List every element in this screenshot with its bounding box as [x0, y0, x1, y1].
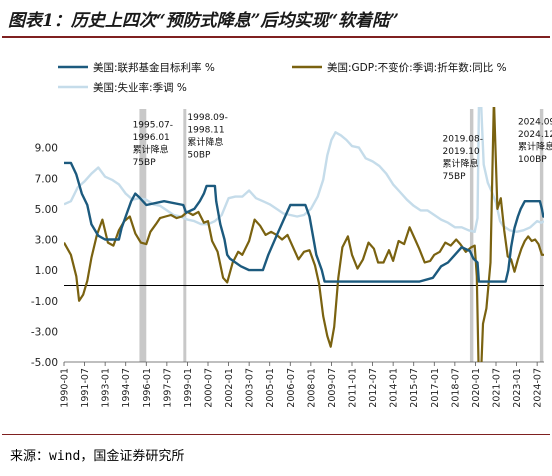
annotation-2-line-2: 1998.11	[187, 126, 224, 136]
annotation-1-line-1: 1995.07-	[133, 121, 173, 131]
figure-title: 图表1：历史上四次“预防式降息”后均实现“软着陆”	[8, 11, 399, 31]
x-tick-label-3: 1993-01	[101, 368, 112, 408]
x-tick-label-1: 1990-01	[60, 368, 71, 408]
shaded-period-1	[139, 109, 147, 362]
chart-legend: 美国:联邦基金目标利率 % 美国:GDP:不变价:季调:折年数:同比 % 美国:失业…	[58, 61, 507, 94]
source-prefix: 来源：	[10, 449, 50, 464]
annotation-2: 1998.09- 1998.11 累计降息 50BP	[187, 113, 227, 161]
x-tick-label-11: 2005-01	[265, 368, 276, 408]
shaded-period-4	[539, 109, 544, 362]
series-line-fed	[64, 161, 544, 283]
annotation-2-line-4: 50BP	[187, 151, 211, 161]
plot-area: 9.00 7.00 5.00 3.00 1.00 -1.00 -3.00 -5.001990-…	[31, 107, 552, 408]
x-tick-label-10: 2003-07	[245, 368, 256, 408]
shaded-period-3	[469, 109, 474, 362]
annotation-4-line-2: 2024.12	[518, 130, 552, 140]
source-rule	[2, 434, 550, 435]
x-tick-label-22: 2021-07	[492, 368, 503, 408]
x-tick-label-19: 2017-01	[430, 368, 441, 408]
annotation-3-line-2: 2019.10	[443, 147, 480, 157]
y-tick-label-1: 9.00	[35, 143, 58, 155]
legend-label-unemp: 美国:失业率:季调 %	[93, 81, 187, 94]
annotation-1-line-2: 1996.01	[133, 133, 170, 143]
x-tick-label-12: 2006-07	[286, 368, 297, 408]
annotation-4-line-4: 100BP	[518, 155, 547, 165]
y-tick-label-5: 1.00	[35, 265, 58, 277]
x-tick-label-17: 2014-01	[389, 368, 400, 408]
annotation-1: 1995.07- 1996.01 累计降息 75BP	[133, 121, 173, 169]
annotation-3-line-3: 累计降息	[443, 158, 479, 170]
x-tick-label-21: 2020-01	[471, 368, 482, 408]
y-tick-label-2: 7.00	[35, 173, 58, 185]
x-tick-label-16: 2012-07	[368, 368, 379, 408]
x-tick-label-23: 2023-01	[512, 368, 523, 408]
x-tick-label-13: 2008-01	[306, 368, 317, 408]
x-tick-label-2: 1991-07	[80, 368, 91, 408]
x-tick-label-6: 1997-07	[162, 368, 173, 408]
annotation-4-line-1: 2024.09-	[518, 118, 552, 128]
annotation-2-line-3: 累计降息	[187, 136, 223, 148]
annotation-1-line-3: 累计降息	[133, 144, 169, 156]
annotation-3-line-1: 2019.08-	[443, 135, 483, 145]
title-rule	[2, 36, 550, 38]
x-tick-label-9: 2002-01	[224, 368, 235, 408]
y-tick-label-7: -3.00	[31, 326, 58, 338]
source-wind: wind	[49, 449, 81, 464]
source-rest: ，国金证券研究所	[80, 449, 185, 464]
annotation-2-line-1: 1998.09-	[187, 113, 227, 123]
x-tick-label-20: 2018-07	[450, 368, 461, 408]
annotation-1-line-4: 75BP	[133, 158, 157, 168]
x-tick-label-4: 1994-07	[121, 368, 132, 408]
x-tick-label-15: 2011-01	[348, 368, 359, 408]
x-tick-label-24: 2024-07	[533, 368, 544, 408]
y-tick-label-6: -1.00	[31, 296, 58, 308]
source-note: 来源：wind，国金证券研究所	[10, 445, 184, 464]
x-tick-label-7: 1999-01	[183, 368, 194, 408]
legend-label-gdp: 美国:GDP:不变价:季调:折年数:同比 %	[327, 61, 507, 74]
annotation-3-line-4: 75BP	[443, 172, 467, 182]
x-tick-label-14: 2009-07	[327, 368, 338, 408]
annotation-4-line-3: 累计降息	[518, 141, 552, 153]
y-tick-label-3: 5.00	[35, 204, 58, 216]
annotation-3: 2019.08- 2019.10 累计降息 75BP	[443, 135, 483, 183]
x-tick-label-18: 2015-07	[409, 368, 420, 408]
y-tick-label-4: 3.00	[35, 235, 58, 247]
legend-label-fed: 美国:联邦基金目标利率 %	[93, 61, 215, 74]
y-tick-label-8: -5.00	[31, 357, 58, 369]
x-tick-label-8: 2000-07	[204, 368, 215, 408]
x-tick-label-5: 1996-01	[142, 368, 153, 408]
shaded-period-2	[183, 109, 187, 362]
series-line-gdp	[64, 107, 544, 362]
